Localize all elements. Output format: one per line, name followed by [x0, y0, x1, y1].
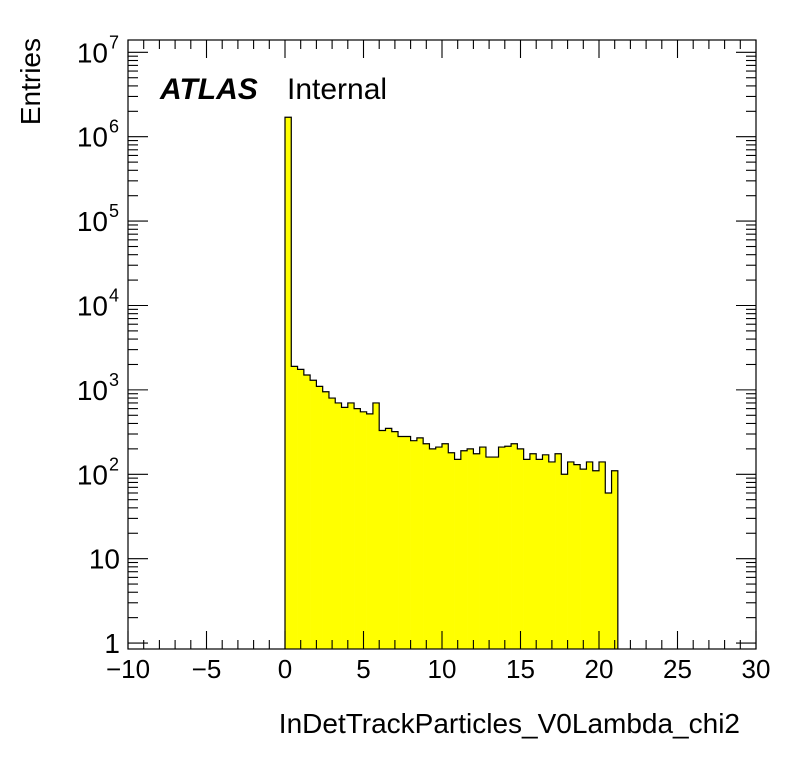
- x-tick-label: 5: [356, 654, 370, 684]
- histogram-bar: [291, 366, 298, 649]
- histogram-bar: [460, 450, 468, 649]
- histogram-bar: [410, 440, 418, 649]
- y-tick-label: 10: [77, 290, 108, 321]
- histogram-bar: [599, 461, 606, 649]
- histogram-bar: [398, 436, 405, 649]
- y-tick-exponent: 7: [109, 32, 119, 52]
- y-tick-exponent: 4: [109, 285, 119, 305]
- histogram-bar: [328, 398, 336, 649]
- histogram-bar: [285, 117, 292, 650]
- histogram-bar: [303, 375, 311, 649]
- histogram-bar: [555, 453, 562, 649]
- histogram-bar: [517, 448, 524, 649]
- y-tick-exponent: 6: [109, 117, 119, 137]
- histogram-bar: [416, 437, 424, 649]
- y-tick-label: 10: [89, 544, 120, 575]
- histogram-bar: [561, 474, 568, 649]
- y-tick-label: 1: [104, 628, 120, 659]
- y-tick-exponent: 3: [109, 370, 119, 390]
- histogram-bar: [492, 457, 499, 649]
- axis-ticks: [127, 40, 757, 649]
- histogram-bar: [341, 407, 349, 649]
- histogram-bar: [310, 380, 317, 649]
- x-tick-label: 15: [506, 654, 535, 684]
- histogram-bar: [473, 453, 480, 649]
- y-tick-label: 10: [77, 122, 108, 153]
- x-tick-label: 20: [585, 654, 614, 684]
- y-tick-exponent: 2: [109, 454, 119, 474]
- histogram-bar: [592, 470, 600, 649]
- x-tick-label: 10: [428, 654, 457, 684]
- histogram-bar: [347, 402, 355, 649]
- histogram-bar: [511, 443, 518, 649]
- histogram-bar: [448, 452, 455, 649]
- y-tick-label: 10: [77, 206, 108, 237]
- histogram-bar: [429, 448, 437, 649]
- histogram-bar: [567, 461, 575, 649]
- histogram-bar: [297, 369, 305, 649]
- histogram-bar: [586, 461, 594, 649]
- x-tick-label: −5: [192, 654, 222, 684]
- histogram-bar: [435, 447, 443, 649]
- atlas-status-label: Internal: [287, 73, 387, 106]
- x-tick-label: 30: [742, 654, 771, 684]
- histogram-bar: [335, 402, 342, 649]
- x-tick-label: −10: [106, 654, 150, 684]
- histogram-bar: [354, 408, 361, 649]
- histogram-bar: [611, 470, 619, 649]
- x-tick-label: 25: [663, 654, 692, 684]
- histogram-bar: [542, 454, 550, 649]
- histogram-bars: [285, 117, 619, 650]
- histogram-bar: [605, 492, 612, 649]
- histogram-bar: [442, 443, 449, 649]
- y-axis-label: Entries: [15, 38, 46, 125]
- x-tick-labels: −10 −5 0 5 10 15 20 25 30: [106, 654, 771, 684]
- histogram-bar: [385, 428, 393, 649]
- y-tick-exponent: 5: [109, 201, 119, 221]
- histogram-bar: [529, 453, 537, 649]
- y-tick-label: 10: [77, 375, 108, 406]
- histogram-bar: [573, 464, 581, 649]
- histogram-bar: [404, 436, 411, 649]
- histogram-bar: [536, 459, 543, 649]
- histogram-bar: [498, 447, 506, 649]
- histogram-outline: [284, 116, 619, 649]
- atlas-label: ATLAS: [159, 73, 258, 106]
- histogram-bar: [391, 431, 399, 649]
- histogram-bar: [467, 448, 474, 649]
- histogram-bar: [316, 386, 323, 649]
- histogram-bar: [479, 447, 487, 649]
- y-tick-label: 10: [77, 459, 108, 490]
- histogram-bar: [379, 430, 386, 649]
- y-tick-label: 10: [77, 37, 108, 68]
- histogram-bar: [580, 469, 587, 649]
- histogram-bar: [504, 446, 512, 649]
- histogram-bar: [366, 413, 374, 649]
- histogram-bar: [523, 459, 531, 649]
- histogram-bar: [485, 457, 493, 649]
- x-tick-label: 0: [278, 654, 292, 684]
- histogram-bar: [548, 461, 556, 649]
- histogram-bar: [360, 411, 367, 649]
- histogram-bar: [372, 402, 380, 649]
- histogram-bar: [423, 443, 430, 649]
- histogram-bar: [322, 391, 330, 649]
- histogram-bar: [454, 459, 462, 649]
- x-axis-label: InDetTrackParticles_V0Lambda_chi2: [279, 708, 740, 739]
